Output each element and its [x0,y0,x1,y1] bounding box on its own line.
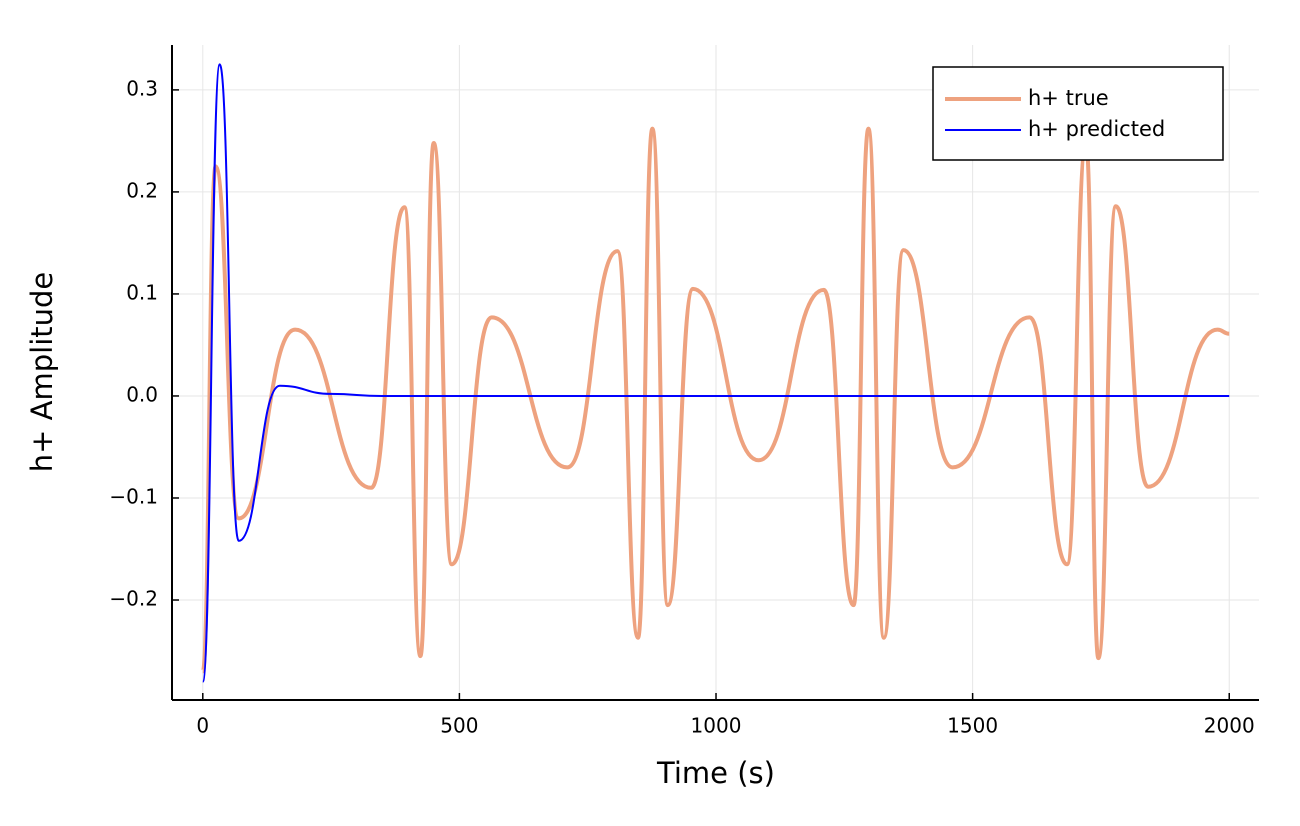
y-tick-label: 0.2 [126,178,158,202]
y-tick-label: 0.3 [126,76,158,100]
y-tick-label: −0.1 [109,484,158,508]
legend-label: h+ true [1028,86,1109,110]
x-tick-label: 500 [440,714,478,738]
axes: 0 500 1000 1500 2000 −0.2 −0.1 0.0 0.1 0.2 0.3 [109,45,1259,738]
series-line [201,63,1230,683]
x-tick-label: 1000 [691,714,742,738]
plot-lines [200,63,1230,683]
series-line [200,126,1230,674]
x-tick-label: 0 [196,714,209,738]
x-tick-label: 2000 [1204,714,1255,738]
x-axis-label: Time (s) [656,756,775,790]
legend: h+ true h+ predicted [932,66,1224,161]
legend-label: h+ predicted [1028,117,1165,141]
legend-box [932,66,1224,161]
y-tick-label: 0.1 [126,280,158,304]
y-axis-label: h+ Amplitude [25,272,59,473]
y-tick-label: −0.2 [109,587,158,611]
y-tick-label: 0.0 [126,382,158,406]
x-tick-label: 1500 [947,714,998,738]
